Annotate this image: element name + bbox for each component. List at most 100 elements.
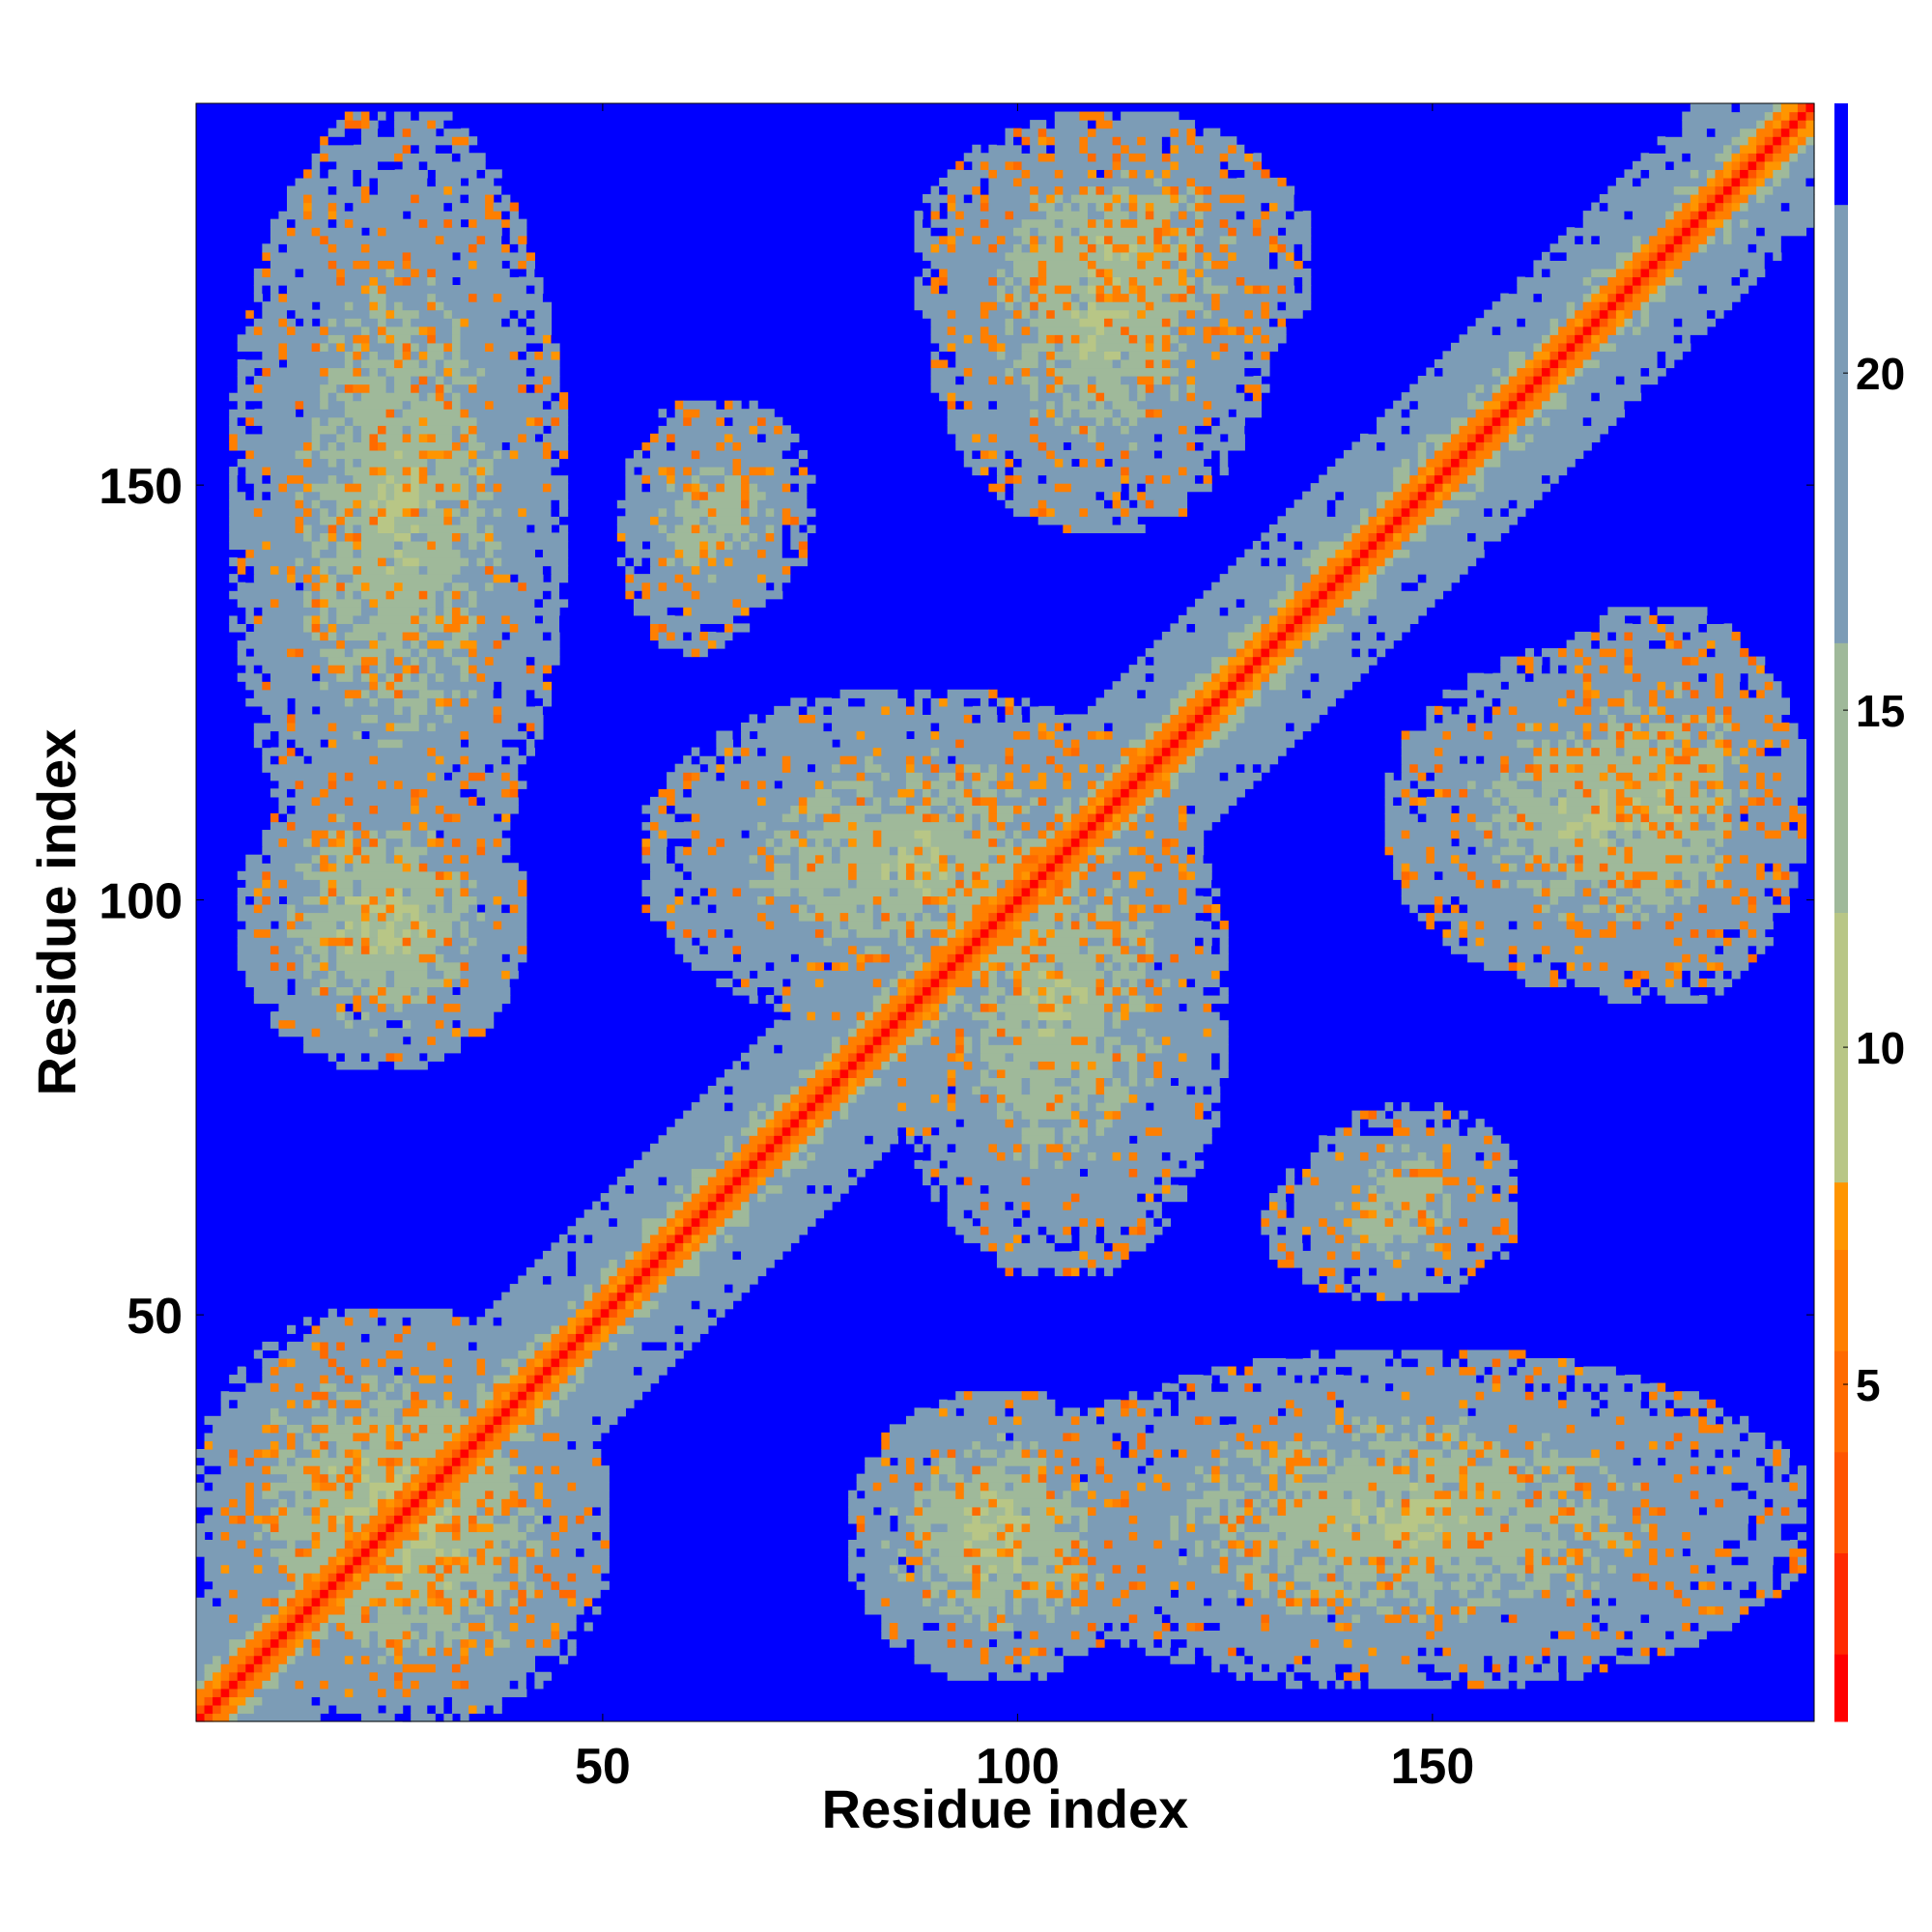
heatmap-cell: [832, 928, 849, 938]
heatmap-cell: [1137, 986, 1154, 996]
heatmap-cell: [790, 863, 800, 872]
heatmap-cell: [559, 1432, 602, 1442]
heatmap-cell: [327, 986, 337, 996]
heatmap-cell: [303, 945, 313, 954]
heatmap-cell: [774, 1102, 783, 1112]
heatmap-cell: [262, 1531, 271, 1541]
heatmap-cell: [1508, 1506, 1518, 1516]
heatmap-cell: [823, 1052, 833, 1062]
heatmap-cell: [1326, 1522, 1345, 1533]
heatmap-cell: [1575, 945, 1584, 954]
heatmap-cell: [947, 1201, 981, 1210]
heatmap-cell: [1063, 1515, 1072, 1524]
heatmap-cell: [427, 1704, 437, 1715]
heatmap-cell: [1021, 1019, 1031, 1029]
heatmap-cell: [625, 1317, 717, 1326]
heatmap-cell: [600, 1564, 610, 1574]
heatmap-cell: [1541, 1440, 1617, 1450]
heatmap-cell: [551, 1391, 560, 1401]
heatmap-cell: [1153, 887, 1179, 897]
heatmap-cell: [1228, 1482, 1245, 1492]
heatmap-cell: [823, 887, 841, 897]
heatmap-cell: [683, 1217, 693, 1227]
heatmap-cell: [1500, 1382, 1526, 1392]
heatmap-cell: [1541, 1548, 1551, 1557]
heatmap-cell: [930, 854, 940, 864]
heatmap-cell: [1575, 1573, 1584, 1582]
heatmap-cell: [1070, 1201, 1163, 1210]
heatmap-cell: [196, 1622, 255, 1632]
heatmap-cell: [1665, 1457, 1757, 1466]
heatmap-cell: [1013, 1589, 1023, 1599]
heatmap-cell: [476, 1317, 495, 1326]
heatmap-cell: [353, 854, 362, 864]
heatmap-cell: [1582, 863, 1601, 872]
heatmap-cell: [856, 928, 891, 938]
heatmap-cell: [1244, 1432, 1295, 1442]
heatmap-cell: [1063, 961, 1097, 971]
heatmap-cell: [1401, 1539, 1410, 1549]
heatmap-cell: [947, 1068, 956, 1079]
heatmap-cell: [402, 1391, 412, 1401]
heatmap-cell: [674, 921, 767, 930]
heatmap-cell: [1121, 1597, 1205, 1606]
heatmap-cell: [311, 1531, 321, 1541]
heatmap-cell: [196, 1638, 230, 1648]
heatmap-cell: [559, 1382, 577, 1392]
heatmap-cell: [476, 1580, 511, 1590]
heatmap-cell: [1013, 1531, 1081, 1541]
heatmap-cell: [1351, 1284, 1361, 1293]
heatmap-cell: [567, 1482, 577, 1492]
heatmap-cell: [1286, 1564, 1295, 1574]
heatmap-cell: [1219, 1011, 1229, 1021]
heatmap-cell: [881, 953, 891, 963]
heatmap-cell: [237, 1448, 255, 1459]
heatmap-cell: [823, 1135, 866, 1145]
heatmap-cell: [1030, 1019, 1039, 1029]
heatmap-cell: [980, 937, 990, 947]
heatmap-cell: [923, 1573, 932, 1582]
heatmap-cell: [972, 1564, 981, 1574]
heatmap-cell: [394, 1655, 404, 1664]
heatmap-cell: [1442, 1357, 1452, 1368]
heatmap-cell: [1326, 1473, 1410, 1483]
heatmap-cell: [633, 1300, 643, 1310]
heatmap-cell: [501, 1556, 511, 1566]
heatmap-cell: [443, 1696, 453, 1706]
heatmap-cell: [443, 1589, 469, 1599]
heatmap-cell: [411, 1630, 420, 1640]
heatmap-cell: [1459, 1515, 1468, 1524]
heatmap-cell: [344, 1317, 354, 1326]
heatmap-cell: [1063, 1135, 1072, 1145]
heatmap-cell: [972, 1176, 1023, 1186]
heatmap-cell: [534, 1564, 544, 1574]
heatmap-cell: [229, 1448, 239, 1459]
heatmap-cell: [443, 1440, 462, 1450]
heatmap-cell: [469, 887, 519, 897]
heatmap-cell: [1640, 1506, 1650, 1516]
heatmap-cell: [1591, 1382, 1601, 1392]
heatmap-cell: [469, 1548, 478, 1557]
heatmap-cell: [1121, 1622, 1130, 1632]
heatmap-cell: [1145, 903, 1154, 914]
heatmap-cell: [1021, 1605, 1039, 1615]
heatmap-cell: [1475, 1407, 1592, 1417]
heatmap-cell: [741, 1126, 758, 1136]
heatmap-cell: [460, 1440, 469, 1450]
heatmap-cell: [1442, 1531, 1452, 1541]
heatmap-cell: [262, 1375, 321, 1384]
heatmap-cell: [1030, 1119, 1039, 1128]
heatmap-cell: [1665, 978, 1675, 988]
heatmap-cell: [1384, 1457, 1394, 1466]
heatmap-cell: [1566, 970, 1626, 980]
heatmap-cell: [1698, 1440, 1766, 1450]
heatmap-cell: [1128, 986, 1138, 996]
heatmap-cell: [1706, 978, 1733, 988]
heatmap-cell: [1575, 1424, 1699, 1434]
heatmap-cell: [955, 921, 965, 930]
heatmap-cell: [1434, 1102, 1444, 1112]
heatmap-cell: [650, 870, 684, 880]
heatmap-cell: [1343, 1407, 1468, 1417]
heatmap-cell: [1013, 961, 1023, 971]
heatmap-cell: [1434, 1663, 1461, 1673]
